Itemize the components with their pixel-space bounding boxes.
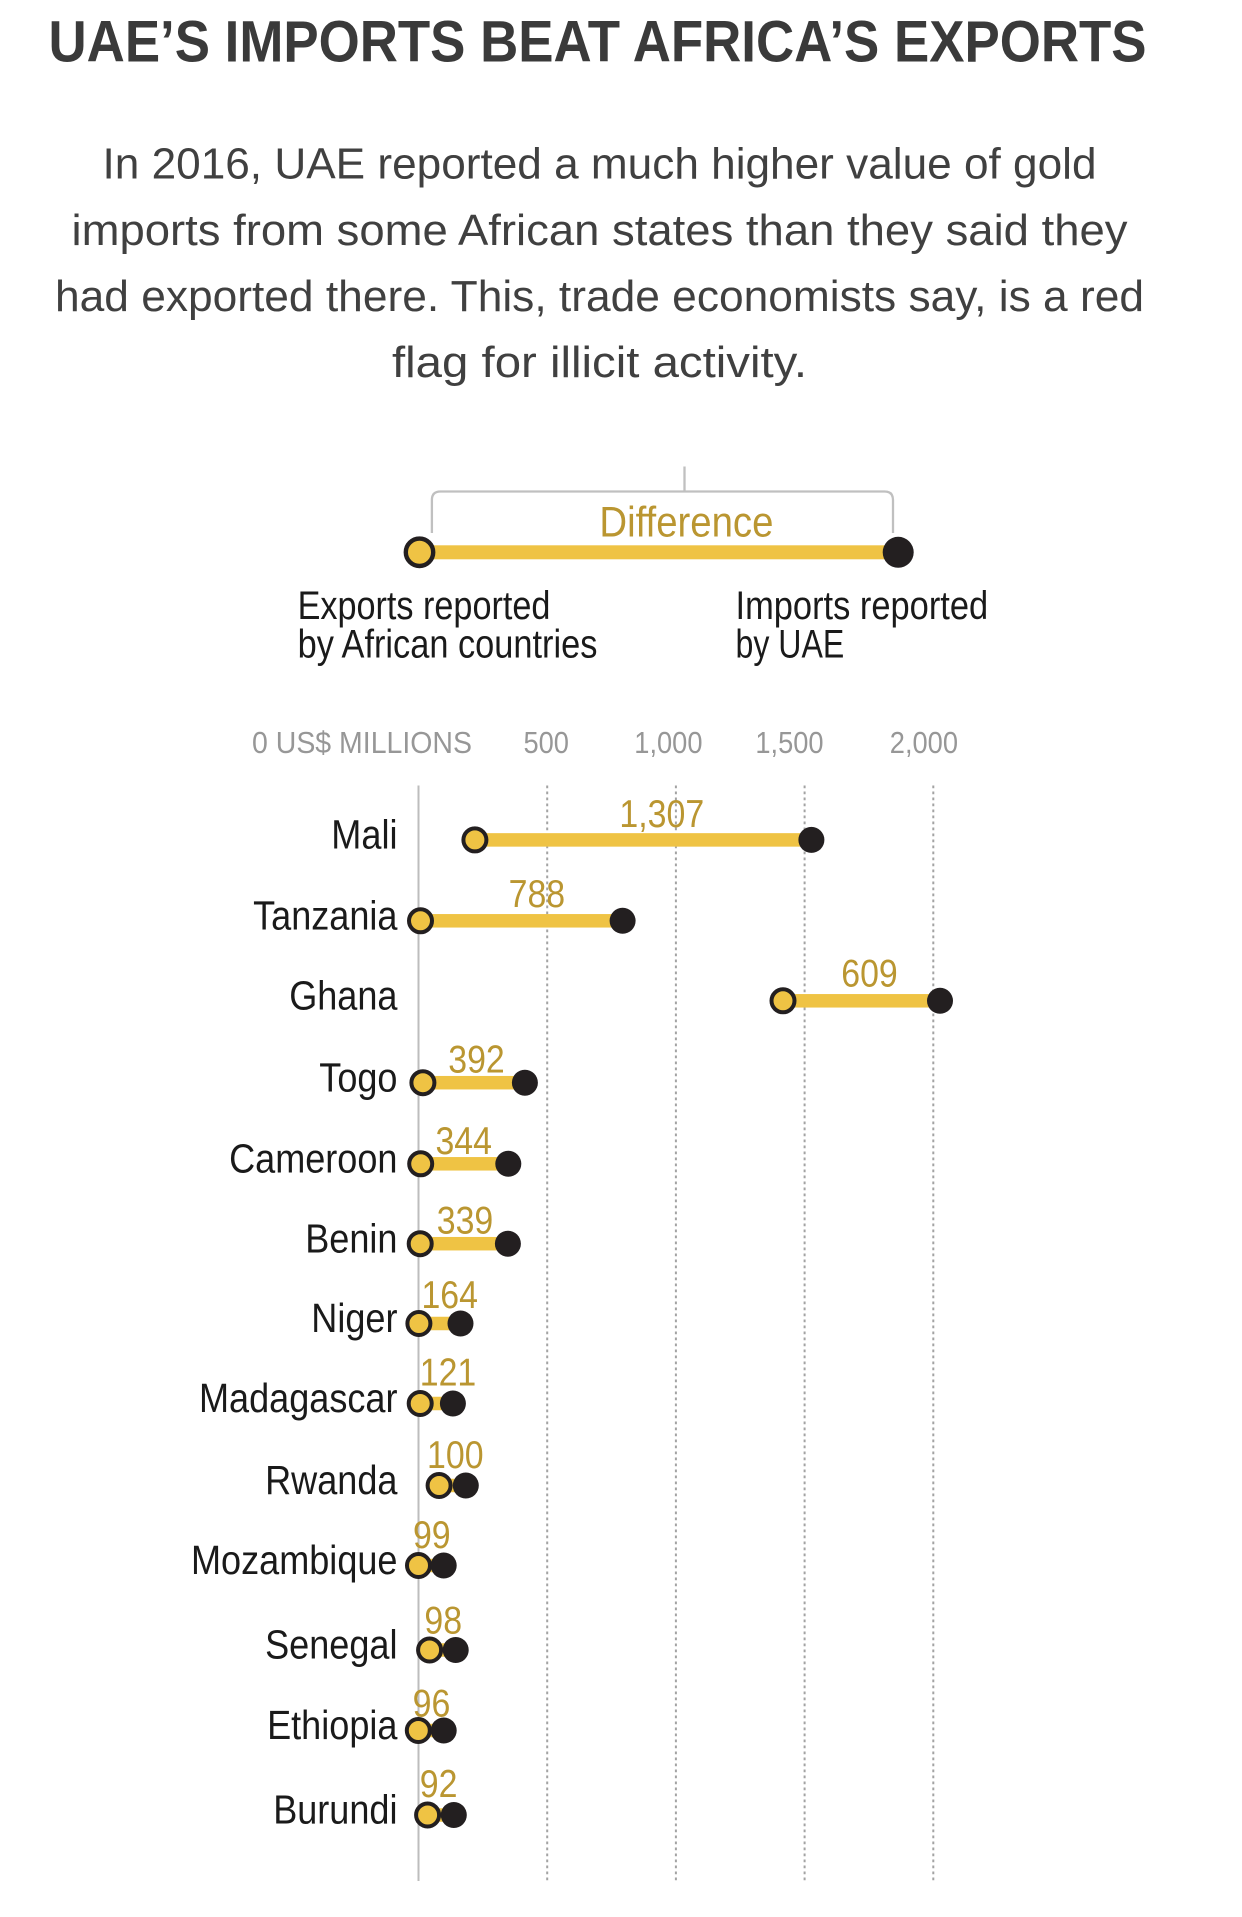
svg-text:Mozambique: Mozambique <box>191 1537 398 1583</box>
svg-text:Rwanda: Rwanda <box>265 1457 398 1503</box>
svg-text:98: 98 <box>424 1600 462 1643</box>
svg-text:100: 100 <box>427 1434 484 1477</box>
svg-text:Difference: Difference <box>599 499 773 547</box>
svg-text:Tanzania: Tanzania <box>253 892 398 938</box>
svg-text:flag for illicit activity.: flag for illicit activity. <box>392 338 807 387</box>
svg-text:788: 788 <box>509 873 566 916</box>
svg-text:0 US$ MILLIONS: 0 US$ MILLIONS <box>252 725 472 760</box>
svg-text:Benin: Benin <box>305 1215 397 1261</box>
svg-text:Cameroon: Cameroon <box>229 1135 397 1181</box>
svg-text:500: 500 <box>523 725 569 760</box>
svg-text:Ghana: Ghana <box>289 972 397 1018</box>
svg-text:164: 164 <box>421 1274 478 1317</box>
svg-text:Togo: Togo <box>319 1054 397 1100</box>
svg-text:609: 609 <box>841 953 898 996</box>
svg-text:by African countries: by African countries <box>298 622 598 666</box>
svg-text:imports from some African stat: imports from some African states than th… <box>72 206 1128 255</box>
svg-text:Exports reported: Exports reported <box>298 584 551 628</box>
svg-text:Madagascar: Madagascar <box>199 1375 398 1421</box>
svg-text:In 2016, UAE reported a much h: In 2016, UAE reported a much higher valu… <box>103 140 1097 189</box>
svg-text:392: 392 <box>448 1038 505 1081</box>
svg-text:Senegal: Senegal <box>265 1622 397 1668</box>
svg-text:UAE’S IMPORTS BEAT AFRICA’S EX: UAE’S IMPORTS BEAT AFRICA’S EXPORTS <box>49 10 1147 75</box>
svg-text:92: 92 <box>420 1763 458 1806</box>
svg-text:Niger: Niger <box>311 1295 397 1341</box>
svg-text:1,307: 1,307 <box>619 793 704 836</box>
svg-text:by UAE: by UAE <box>736 622 845 666</box>
svg-text:had exported there. This, trad: had exported there. This, trade economis… <box>55 272 1144 321</box>
svg-text:121: 121 <box>420 1352 477 1395</box>
svg-text:344: 344 <box>435 1120 492 1163</box>
svg-text:339: 339 <box>437 1200 494 1243</box>
svg-text:99: 99 <box>413 1514 451 1557</box>
svg-text:1,000: 1,000 <box>634 725 702 760</box>
svg-text:Ethiopia: Ethiopia <box>267 1702 398 1748</box>
svg-text:Imports reported: Imports reported <box>736 584 989 628</box>
svg-text:1,500: 1,500 <box>755 725 823 760</box>
svg-text:2,000: 2,000 <box>890 725 958 760</box>
svg-text:Burundi: Burundi <box>273 1787 397 1833</box>
svg-text:Mali: Mali <box>331 812 397 858</box>
